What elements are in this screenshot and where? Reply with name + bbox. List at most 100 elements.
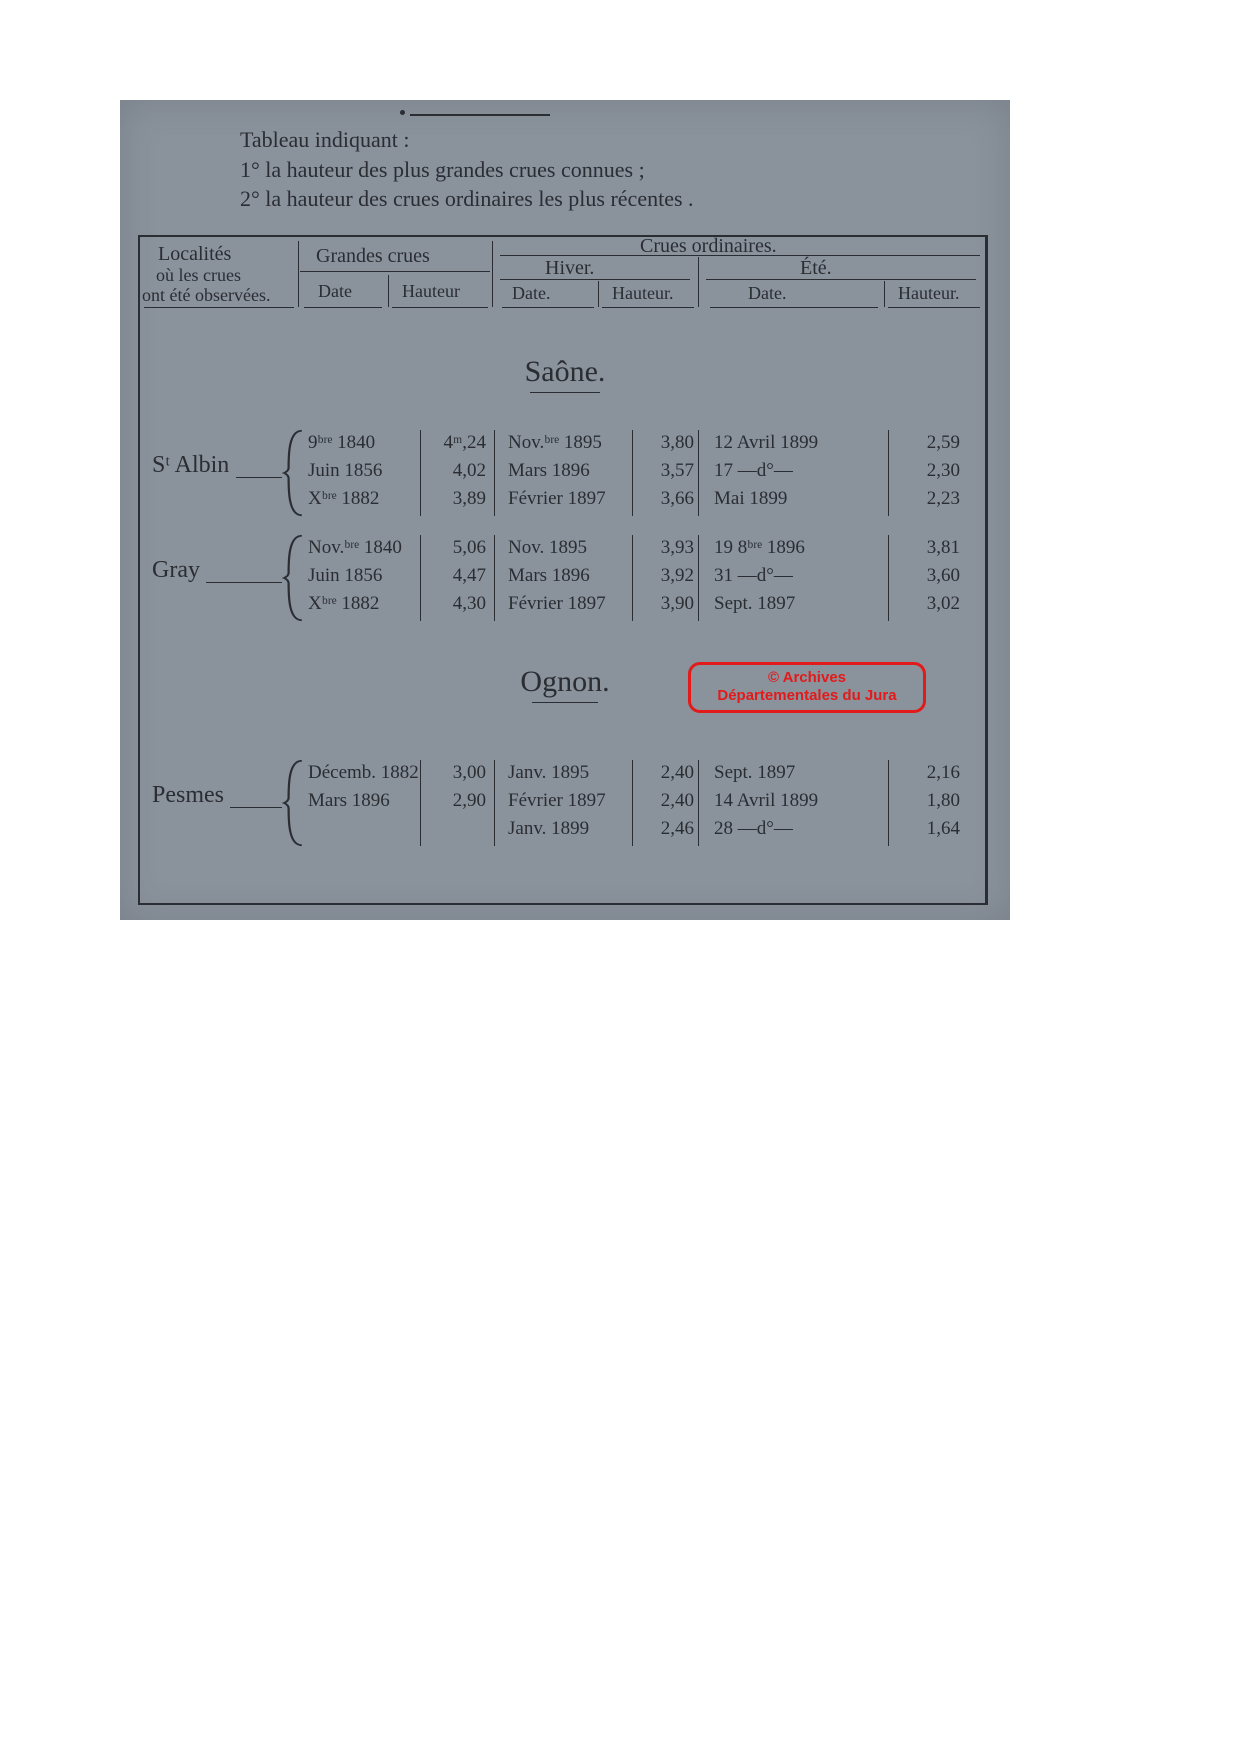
rule xyxy=(388,275,389,307)
hdr-gc-date: Date xyxy=(318,281,352,302)
watermark-line2: Départementales du Jura xyxy=(699,687,915,705)
cell-gc-date: Nov.ᵇʳᵉ 1840 xyxy=(308,537,428,559)
cell-gc-h: 5,06 xyxy=(428,537,486,559)
hdr-gc-haut: Hauteur xyxy=(402,281,460,302)
cell-ete-date: 17 —d°— xyxy=(714,460,874,482)
rule xyxy=(698,257,699,307)
hdr-ete-haut: Hauteur. xyxy=(898,283,959,304)
cell-hiv-date: Janv. 1899 xyxy=(508,818,638,840)
cell-gc-h: 2,90 xyxy=(428,790,486,812)
title-line-2: 2° la hauteur des crues ordinaires les p… xyxy=(240,184,970,214)
cell-ete-date: 28 —d°— xyxy=(714,818,874,840)
hdr-localites-2: où les crues xyxy=(156,265,241,286)
cell-hiv-h: 3,57 xyxy=(640,460,694,482)
rule xyxy=(500,255,980,256)
archive-watermark: © Archives Départementales du Jura xyxy=(688,662,926,713)
cell-ete-date: Mai 1899 xyxy=(714,488,874,510)
column-separator xyxy=(420,430,421,516)
table-frame: Localités où les crues ont été observées… xyxy=(138,235,988,905)
cell-hiv-h: 2,46 xyxy=(640,818,694,840)
rule xyxy=(602,307,694,308)
cell-gc-h: 4,30 xyxy=(428,593,486,615)
title-line-0: Tableau indiquant : xyxy=(240,125,970,155)
rule xyxy=(230,807,282,808)
rule xyxy=(236,477,282,478)
cell-gc-h: 4ᵐ,24 xyxy=(428,432,486,454)
cell-hiv-h: 3,92 xyxy=(640,565,694,587)
cell-ete-date: 31 —d°— xyxy=(714,565,874,587)
hdr-grandes: Grandes crues xyxy=(316,245,430,268)
cell-hiv-date: Février 1897 xyxy=(508,593,638,615)
cell-gc-date: Xᵇʳᵉ 1882 xyxy=(308,488,428,510)
cell-gc-date: Mars 1896 xyxy=(308,790,428,812)
rule xyxy=(144,307,294,308)
rule xyxy=(532,702,598,703)
rule xyxy=(888,307,980,308)
brace-icon xyxy=(282,429,304,517)
cell-hiv-date: Nov.ᵇʳᵉ 1895 xyxy=(508,432,638,454)
column-separator xyxy=(494,535,495,621)
cell-gc-date: Décemb. 1882 xyxy=(308,762,428,784)
rule xyxy=(304,307,382,308)
hdr-ete-date: Date. xyxy=(748,283,786,304)
document-page: Tableau indiquant : 1° la hauteur des pl… xyxy=(120,100,1010,920)
rule xyxy=(492,241,493,307)
watermark-line1: © Archives xyxy=(699,669,915,687)
rule xyxy=(502,307,594,308)
column-separator xyxy=(888,535,889,621)
column-separator xyxy=(494,760,495,846)
column-separator xyxy=(420,760,421,846)
ornament-underline xyxy=(410,114,550,116)
cell-ete-h: 1,64 xyxy=(902,818,960,840)
rule xyxy=(710,307,878,308)
cell-ete-date: Sept. 1897 xyxy=(714,593,874,615)
hdr-hiver: Hiver. xyxy=(545,257,594,280)
cell-ete-date: 14 Avril 1899 xyxy=(714,790,874,812)
rule xyxy=(598,281,599,307)
hdr-hiv-haut: Hauteur. xyxy=(612,283,673,304)
loc-albin: Sᵗ Albin xyxy=(152,452,229,479)
column-separator xyxy=(632,535,633,621)
cell-hiv-date: Nov. 1895 xyxy=(508,537,638,559)
loc-gray: Gray xyxy=(152,557,200,584)
cell-gc-h: 3,89 xyxy=(428,488,486,510)
rule xyxy=(884,281,885,307)
cell-gc-h: 4,47 xyxy=(428,565,486,587)
cell-hiv-date: Février 1897 xyxy=(508,488,638,510)
cell-ete-h: 3,02 xyxy=(902,593,960,615)
title-line-1: 1° la hauteur des plus grandes crues con… xyxy=(240,155,970,185)
loc-pesmes: Pesmes xyxy=(152,782,224,809)
cell-ete-date: Sept. 1897 xyxy=(714,762,874,784)
cell-gc-date: 9ᵇʳᵉ 1840 xyxy=(308,432,428,454)
hdr-ete: Été. xyxy=(800,257,832,280)
cell-hiv-h: 3,66 xyxy=(640,488,694,510)
column-separator xyxy=(698,760,699,846)
cell-ete-h: 1,80 xyxy=(902,790,960,812)
river-saone: Saône. xyxy=(140,355,990,389)
cell-hiv-date: Mars 1896 xyxy=(508,460,638,482)
column-separator xyxy=(698,535,699,621)
rule xyxy=(206,582,282,583)
cell-gc-h: 3,00 xyxy=(428,762,486,784)
cell-gc-date: Juin 1856 xyxy=(308,565,428,587)
column-separator xyxy=(494,430,495,516)
hdr-localites-1: Localités xyxy=(158,243,231,266)
cell-hiv-h: 2,40 xyxy=(640,790,694,812)
column-separator xyxy=(632,760,633,846)
column-separator xyxy=(888,760,889,846)
cell-ete-h: 2,59 xyxy=(902,432,960,454)
hdr-hiv-date: Date. xyxy=(512,283,550,304)
rule xyxy=(530,392,600,393)
rule xyxy=(392,307,488,308)
column-separator xyxy=(420,535,421,621)
column-separator xyxy=(698,430,699,516)
brace-icon xyxy=(282,759,304,847)
cell-ete-date: 19 8ᵇʳᵉ 1896 xyxy=(714,537,874,559)
cell-hiv-h: 3,80 xyxy=(640,432,694,454)
ornament-dot xyxy=(400,110,405,115)
cell-ete-h: 3,81 xyxy=(902,537,960,559)
cell-gc-h: 4,02 xyxy=(428,460,486,482)
cell-ete-h: 2,23 xyxy=(902,488,960,510)
rule xyxy=(298,241,299,307)
cell-ete-date: 12 Avril 1899 xyxy=(714,432,874,454)
